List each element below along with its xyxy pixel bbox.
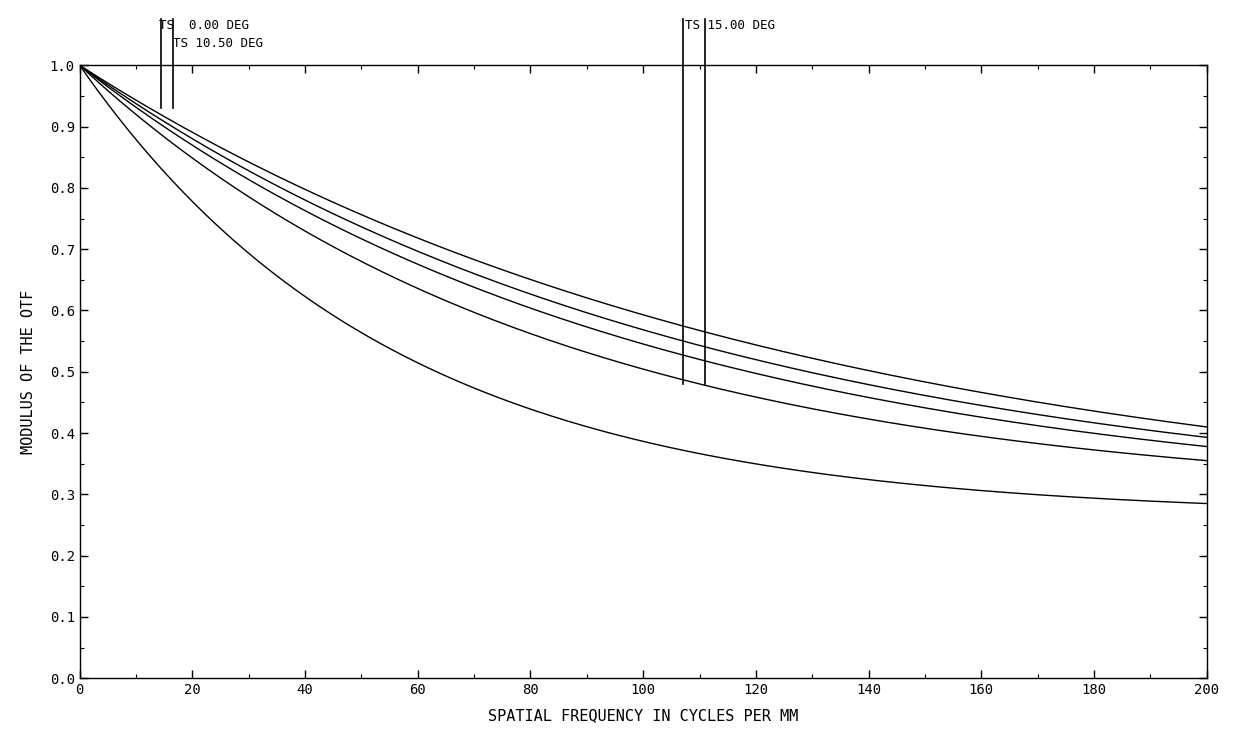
Y-axis label: MODULUS OF THE OTF: MODULUS OF THE OTF <box>21 289 36 454</box>
Text: TS 15.00 DEG: TS 15.00 DEG <box>686 19 775 32</box>
X-axis label: SPATIAL FREQUENCY IN CYCLES PER MM: SPATIAL FREQUENCY IN CYCLES PER MM <box>489 708 799 723</box>
Text: TS  0.00 DEG: TS 0.00 DEG <box>159 19 248 32</box>
Text: TS 10.50 DEG: TS 10.50 DEG <box>172 37 263 50</box>
